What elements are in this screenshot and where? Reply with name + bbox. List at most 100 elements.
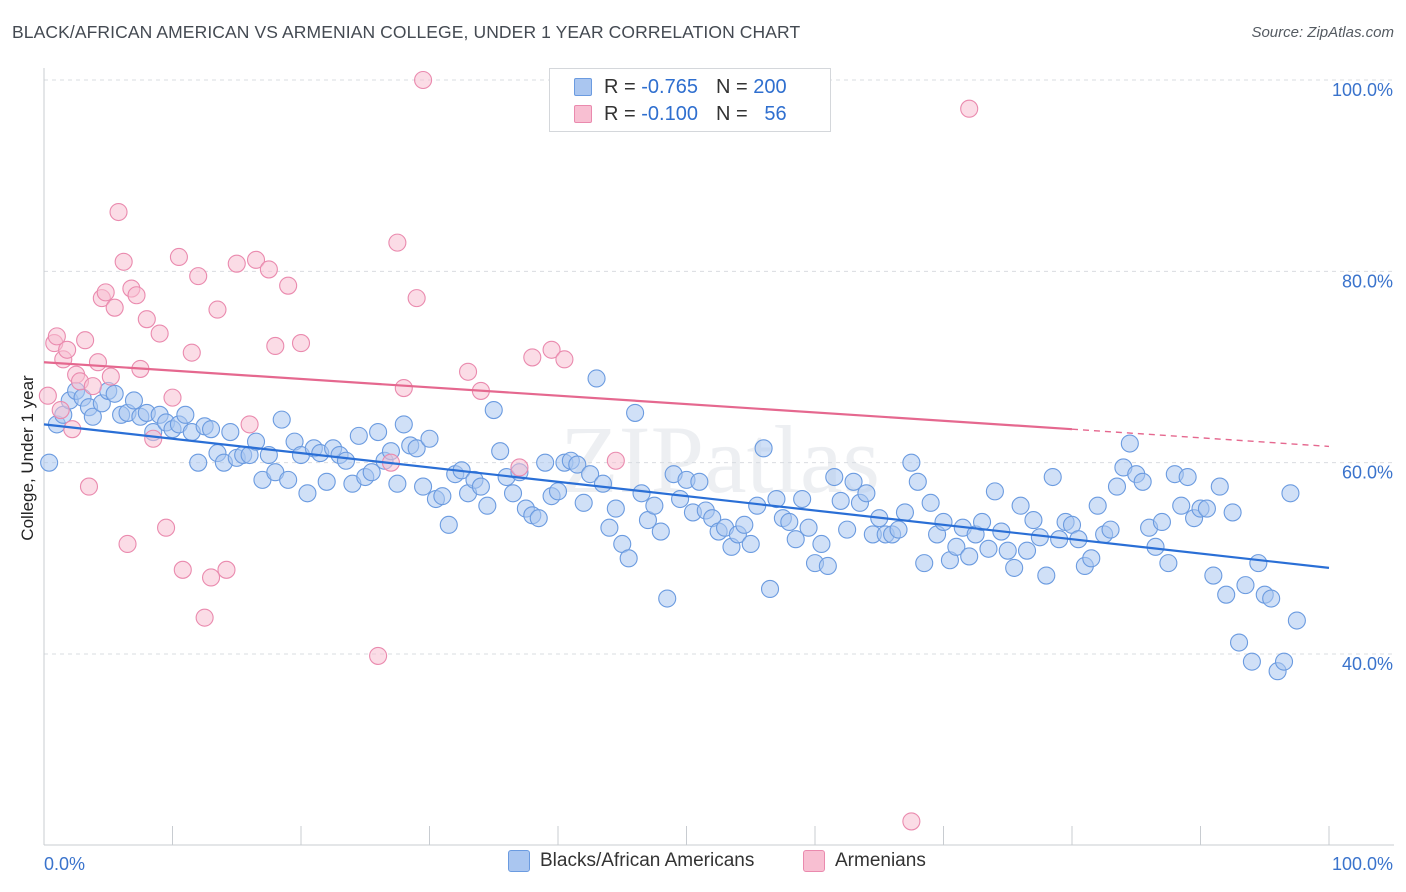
legend-label-blacks: Blacks/African Americans xyxy=(540,850,755,871)
point-blacks xyxy=(760,579,780,598)
point-armenians xyxy=(173,560,192,579)
point-blacks xyxy=(105,384,124,403)
point-blacks xyxy=(767,489,786,509)
point-armenians xyxy=(114,252,133,271)
chart-source: Source: ZipAtlas.com xyxy=(1251,24,1394,41)
series-legend: Blacks/African Americans Armenians xyxy=(0,850,1406,878)
trendline-armenians xyxy=(43,361,1073,431)
point-blacks xyxy=(754,439,773,458)
point-blacks xyxy=(799,518,818,537)
point-blacks xyxy=(658,589,677,608)
point-blacks xyxy=(1152,512,1171,532)
point-armenians xyxy=(118,534,137,554)
point-armenians xyxy=(606,451,625,470)
point-armenians xyxy=(202,568,221,587)
point-blacks xyxy=(921,493,940,512)
x-tick-label: 0.0% xyxy=(44,854,85,874)
point-blacks xyxy=(1178,467,1197,487)
legend-r-value: -0.765 xyxy=(641,75,698,98)
point-blacks xyxy=(600,518,619,537)
point-blacks xyxy=(947,537,966,556)
point-blacks xyxy=(593,474,613,493)
point-blacks xyxy=(189,453,208,472)
point-armenians xyxy=(217,560,236,579)
point-blacks xyxy=(1249,554,1268,573)
point-blacks xyxy=(985,482,1004,501)
point-blacks xyxy=(529,509,548,528)
point-armenians xyxy=(88,353,108,372)
point-armenians xyxy=(182,343,201,362)
y-tick-label: 100.0% xyxy=(1332,80,1393,100)
point-blacks xyxy=(812,534,831,554)
point-armenians xyxy=(83,377,102,396)
trendline-armenians-extension xyxy=(1071,428,1330,448)
point-blacks xyxy=(587,369,606,388)
point-blacks xyxy=(998,541,1017,560)
legend-r-label: R = xyxy=(604,75,642,98)
point-blacks xyxy=(1172,496,1191,515)
point-blacks xyxy=(388,474,407,493)
point-armenians xyxy=(523,348,542,367)
point-blacks xyxy=(632,484,651,503)
point-armenians xyxy=(227,254,246,273)
legend-item-blacks[interactable]: Blacks/African Americans xyxy=(508,850,754,872)
point-blacks xyxy=(221,423,240,442)
chart-title: BLACK/AFRICAN AMERICAN VS ARMENIAN COLLE… xyxy=(12,22,801,42)
point-armenians xyxy=(902,812,921,831)
point-blacks xyxy=(831,491,850,510)
point-armenians xyxy=(105,298,124,317)
point-blacks xyxy=(362,463,381,482)
legend-item-armenians[interactable]: Armenians xyxy=(803,850,926,872)
point-armenians xyxy=(169,247,188,267)
point-blacks xyxy=(484,400,503,420)
trend-layer xyxy=(43,361,1330,569)
point-blacks xyxy=(1262,589,1281,608)
point-blacks xyxy=(420,429,439,448)
point-blacks xyxy=(246,432,266,451)
point-blacks xyxy=(1011,496,1030,515)
point-armenians xyxy=(208,300,227,319)
point-armenians xyxy=(38,386,57,405)
point-armenians xyxy=(189,267,208,286)
point-blacks xyxy=(838,520,857,539)
point-blacks xyxy=(1236,576,1255,595)
point-blacks xyxy=(124,391,143,410)
y-axis-title: College, Under 1 year xyxy=(18,375,37,541)
point-blacks xyxy=(889,520,908,539)
point-blacks xyxy=(336,451,356,470)
correlation-legend: R = -0.765 N = 200 R = -0.100 N = 56 xyxy=(549,68,831,132)
point-blacks xyxy=(1088,496,1107,515)
point-armenians xyxy=(58,340,77,359)
legend-row-armenians: R = -0.100 N = 56 xyxy=(574,101,787,127)
point-blacks xyxy=(1159,554,1178,573)
y-tick-label: 80.0% xyxy=(1342,271,1393,291)
point-blacks xyxy=(503,484,523,503)
point-blacks xyxy=(1101,520,1120,539)
point-armenians xyxy=(407,289,426,308)
legend-swatch-armenians xyxy=(574,105,592,123)
point-armenians xyxy=(150,324,169,343)
point-blacks xyxy=(369,423,388,442)
point-blacks xyxy=(407,439,426,458)
point-blacks xyxy=(606,499,625,518)
point-blacks xyxy=(1210,477,1229,496)
point-armenians xyxy=(542,340,561,359)
point-blacks xyxy=(581,465,600,484)
point-armenians xyxy=(369,646,388,665)
point-armenians xyxy=(51,400,70,420)
point-blacks xyxy=(317,472,336,491)
point-armenians xyxy=(79,477,99,496)
point-blacks xyxy=(1024,511,1043,530)
point-armenians xyxy=(47,327,66,346)
point-blacks xyxy=(1287,611,1306,630)
point-blacks xyxy=(40,453,59,472)
point-blacks xyxy=(1274,652,1294,671)
point-blacks xyxy=(1204,566,1223,585)
point-blacks xyxy=(1230,633,1249,652)
point-armenians xyxy=(291,334,311,353)
point-blacks xyxy=(645,496,664,515)
point-blacks xyxy=(536,453,555,472)
point-blacks xyxy=(1223,503,1242,522)
point-blacks xyxy=(934,512,953,532)
